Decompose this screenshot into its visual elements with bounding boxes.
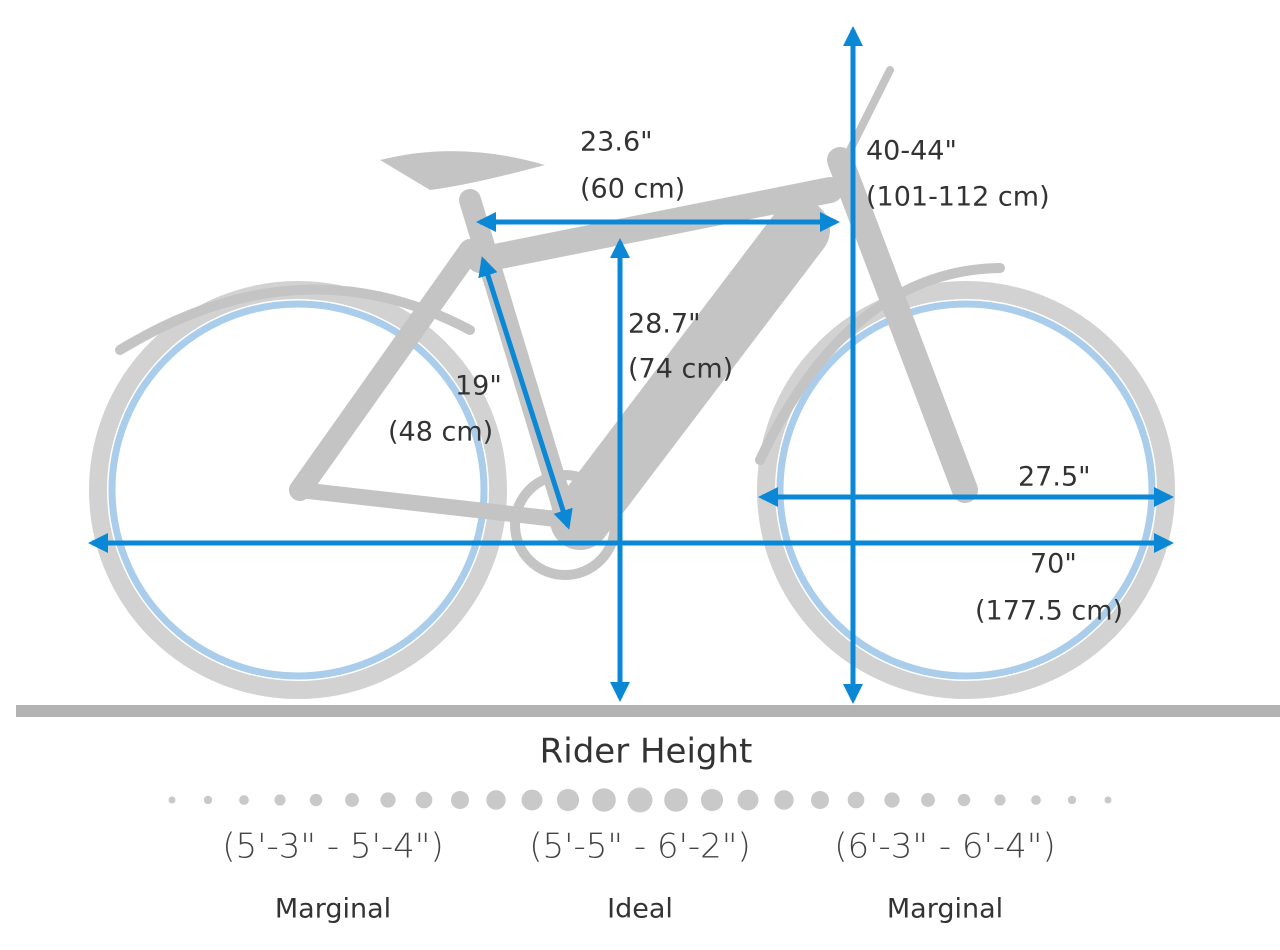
length-metric: (177.5 cm) xyxy=(975,596,1123,627)
scale-dot xyxy=(627,787,653,813)
height-range: (6'-3" - 6'-4") xyxy=(834,827,1055,867)
seat-tube-label: 19" xyxy=(455,371,502,402)
scale-dot xyxy=(239,795,249,805)
height-range: (5'-5" - 6'-2") xyxy=(529,827,750,867)
scale-dot xyxy=(274,794,286,806)
height-label: 40-44" xyxy=(866,136,957,167)
scale-dot xyxy=(994,794,1006,806)
length-label: 70" xyxy=(1030,549,1077,580)
scale-dot xyxy=(592,788,616,812)
scale-dot xyxy=(921,793,935,807)
scale-dot xyxy=(521,789,543,811)
scale-dot xyxy=(1031,795,1041,805)
scale-dot xyxy=(415,791,433,809)
height-range: (5'-3" - 5'-4") xyxy=(222,827,443,867)
scale-dot xyxy=(168,796,176,804)
ground xyxy=(16,705,1280,717)
seat-tube-metric: (48 cm) xyxy=(388,417,493,448)
saddle xyxy=(380,151,545,190)
scale-dot xyxy=(847,791,865,809)
scale-dot xyxy=(810,790,830,810)
fit-label: Ideal xyxy=(607,894,673,925)
fit-label: Marginal xyxy=(275,894,391,925)
fit-label: Marginal xyxy=(887,894,1003,925)
scale-dot xyxy=(957,793,971,807)
scale-dot xyxy=(1067,795,1077,805)
scale-dot xyxy=(380,792,396,808)
scale-dot xyxy=(664,788,688,812)
seat-stay xyxy=(289,239,481,501)
standover-metric: (74 cm) xyxy=(628,354,733,385)
front-fender xyxy=(755,263,1005,465)
height-ranges: (5'-3" - 5'-4") Marginal (5'-5" - 6'-2") Id… xyxy=(222,827,1055,925)
scale-dot xyxy=(884,792,900,808)
scale-dot xyxy=(203,795,213,805)
scale-dot xyxy=(345,793,359,807)
scale-dot xyxy=(309,793,323,807)
scale-dot xyxy=(1104,796,1112,804)
wheel-label: 27.5" xyxy=(1018,462,1091,493)
scale-dot xyxy=(486,790,506,810)
scale-dot xyxy=(774,790,794,810)
top-tube-label: 23.6" xyxy=(580,127,653,158)
standover-label: 28.7" xyxy=(628,309,701,340)
height-scale xyxy=(168,787,1112,813)
height-metric: (101-112 cm) xyxy=(866,182,1050,213)
top-tube-metric: (60 cm) xyxy=(580,174,685,205)
scale-dot xyxy=(556,788,580,812)
scale-dot xyxy=(737,789,759,811)
scale-dot xyxy=(700,788,724,812)
seat-tube-arrow xyxy=(478,256,573,530)
rider-height-title: Rider Height xyxy=(540,732,753,772)
scale-dot xyxy=(450,790,470,810)
